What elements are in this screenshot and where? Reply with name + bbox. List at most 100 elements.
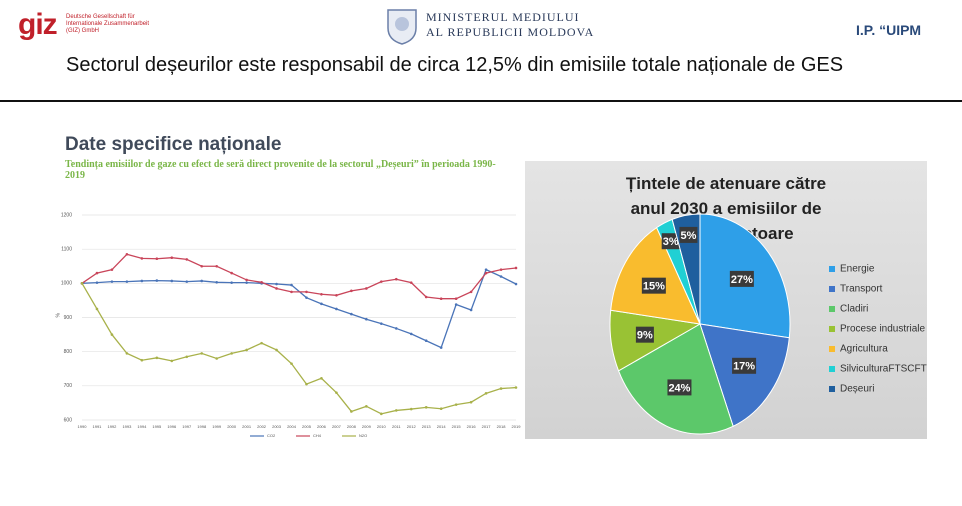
value-label: 27% xyxy=(731,274,753,286)
data-point xyxy=(454,297,458,301)
data-point xyxy=(439,407,443,411)
y-tick-label: 1200 xyxy=(61,212,72,218)
data-point xyxy=(350,312,353,316)
data-point xyxy=(230,281,233,284)
data-point xyxy=(380,412,383,416)
x-tick-label: 1990 xyxy=(78,424,88,429)
legend-label: Energie xyxy=(840,264,875,275)
legend-swatch xyxy=(829,266,835,272)
data-point xyxy=(200,264,204,268)
y-tick-label: 900 xyxy=(64,315,73,321)
data-point xyxy=(230,352,233,355)
value-label-box xyxy=(641,277,666,294)
x-tick-label: 2014 xyxy=(437,424,447,429)
data-point xyxy=(185,258,189,261)
data-point xyxy=(350,289,353,293)
data-point xyxy=(110,280,114,283)
data-point xyxy=(125,252,129,256)
data-point xyxy=(380,280,383,283)
x-tick-label: 2011 xyxy=(392,424,401,429)
data-point xyxy=(484,392,488,395)
data-point xyxy=(320,377,323,380)
data-point xyxy=(155,279,159,282)
data-point xyxy=(200,352,204,355)
title-rule xyxy=(0,100,962,102)
data-point xyxy=(290,290,293,294)
data-point xyxy=(215,264,218,268)
data-point xyxy=(499,387,503,390)
value-label-box xyxy=(667,379,692,396)
y-tick-label: 1100 xyxy=(61,246,72,252)
data-point xyxy=(439,346,443,349)
data-point xyxy=(409,281,413,284)
y-tick-label: 800 xyxy=(64,349,73,355)
data-point xyxy=(305,382,308,386)
x-tick-label: 1997 xyxy=(182,424,192,429)
legend-label: N2O xyxy=(359,433,367,438)
data-point xyxy=(499,275,503,278)
data-point xyxy=(394,277,398,281)
data-point xyxy=(275,348,278,352)
data-point xyxy=(469,400,473,404)
data-point xyxy=(215,357,218,360)
data-point xyxy=(140,279,144,283)
x-tick-label: 2004 xyxy=(287,424,297,429)
y-axis-label: % xyxy=(55,313,61,318)
giz-text: Deutsche Gesellschaft für Internationale… xyxy=(66,14,150,34)
x-tick-label: 2003 xyxy=(272,424,282,429)
data-point xyxy=(185,280,189,283)
legend-swatch xyxy=(829,306,835,312)
value-label: 3% xyxy=(663,236,679,248)
data-point xyxy=(95,307,99,311)
x-tick-label: 1999 xyxy=(212,424,222,429)
x-tick-label: 2002 xyxy=(257,424,267,429)
legend-swatch xyxy=(829,326,835,332)
value-label-box xyxy=(661,233,680,250)
x-tick-label: 2009 xyxy=(362,424,372,429)
slide-title: Sectorul deșeurilor este responsabil de … xyxy=(66,54,844,76)
x-tick-label: 1996 xyxy=(167,424,177,429)
section-title: Date specifice naționale xyxy=(65,134,282,155)
data-line xyxy=(81,253,517,300)
data-point xyxy=(230,271,233,275)
data-line xyxy=(81,283,517,415)
value-label-box xyxy=(732,357,757,374)
x-tick-label: 2019 xyxy=(512,424,522,429)
x-tick-label: 2007 xyxy=(332,424,342,429)
data-point xyxy=(514,266,518,270)
data-point xyxy=(424,406,428,409)
legend-swatch xyxy=(829,366,835,372)
data-point xyxy=(335,293,338,297)
data-point xyxy=(305,296,308,299)
data-point xyxy=(484,268,488,271)
data-point xyxy=(185,355,189,359)
data-point xyxy=(350,410,353,413)
x-tick-label: 2001 xyxy=(242,424,252,429)
x-tick-label: 2005 xyxy=(302,424,312,429)
data-point xyxy=(95,281,99,284)
y-tick-label: 1000 xyxy=(61,281,72,287)
data-point xyxy=(80,282,84,285)
legend-label: Deșeuri xyxy=(840,384,874,395)
data-point xyxy=(245,278,248,282)
data-point xyxy=(275,287,278,290)
data-point xyxy=(469,290,473,294)
legend-label: Transport xyxy=(840,284,883,295)
value-label: 15% xyxy=(643,281,665,293)
data-point xyxy=(170,359,174,363)
data-point xyxy=(514,282,518,286)
x-tick-label: 1991 xyxy=(93,424,103,429)
data-point xyxy=(170,256,174,260)
data-line xyxy=(81,268,517,349)
data-point xyxy=(499,268,503,271)
data-point xyxy=(110,268,114,271)
data-point xyxy=(394,327,398,330)
data-point xyxy=(424,339,428,343)
x-tick-label: 2010 xyxy=(377,424,387,429)
data-point xyxy=(409,407,413,411)
value-label: 5% xyxy=(681,230,697,242)
x-tick-label: 2018 xyxy=(497,424,507,429)
data-point xyxy=(155,356,159,360)
legend-swatch xyxy=(829,386,835,392)
